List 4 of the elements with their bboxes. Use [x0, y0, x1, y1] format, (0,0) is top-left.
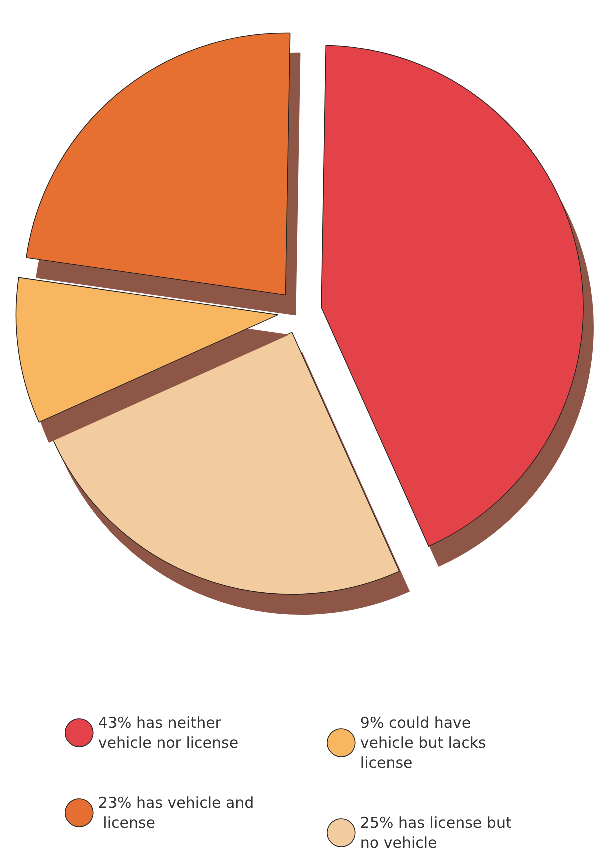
legend-label: 43% has neither vehicle nor license	[98, 714, 239, 752]
legend-label: 9% could have vehicle but lacks license	[360, 714, 492, 772]
legend-label: 25% has license but no vehicle	[360, 814, 517, 852]
legend-label: 23% has vehicle and license	[98, 794, 254, 832]
